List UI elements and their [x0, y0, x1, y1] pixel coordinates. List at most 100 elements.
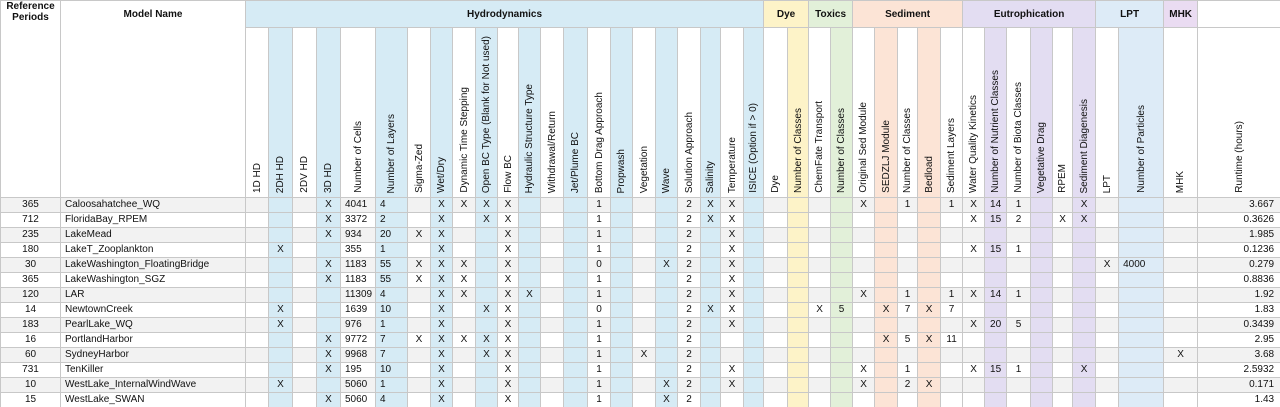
cell — [874, 227, 899, 243]
cell: X — [316, 392, 341, 407]
cell: LAR — [60, 287, 246, 303]
cell — [245, 317, 269, 333]
cell — [563, 347, 588, 363]
cell: X — [962, 362, 986, 378]
cell: LakeWashington_FloatingBridge — [60, 257, 246, 273]
column-label: Bedload — [923, 156, 935, 193]
cell — [1163, 377, 1199, 393]
cell — [830, 392, 854, 407]
cell — [787, 302, 810, 318]
cell — [1072, 272, 1097, 288]
cell: X — [720, 317, 744, 333]
cell: Caloosahatchee_WQ — [60, 197, 246, 213]
cell — [1118, 197, 1165, 213]
column-header: Wave — [655, 27, 678, 198]
cell: 1 — [587, 347, 611, 363]
cell: 1 — [587, 287, 611, 303]
cell — [518, 377, 541, 393]
cell: X — [497, 317, 519, 333]
cell — [610, 377, 633, 393]
cell: 2 — [677, 317, 701, 333]
column-label: Temperature — [726, 136, 738, 193]
cell — [632, 272, 656, 288]
cell — [808, 272, 832, 288]
column-header: Wet/Dry — [430, 27, 453, 198]
cell: X — [655, 392, 678, 407]
cell: 4000 — [1118, 257, 1165, 273]
cell — [632, 332, 656, 348]
cell — [475, 272, 498, 288]
column-header: 2DV HD — [292, 27, 317, 198]
table-row: 10 WestLake_InternalWindWave X 5060 1 X X 1 X 2 X X… — [0, 377, 1280, 393]
cell: 15 — [984, 212, 1008, 228]
cell: X — [430, 317, 453, 333]
cell — [700, 332, 721, 348]
column-label: MHK — [1175, 170, 1187, 193]
cell: 1 — [1006, 242, 1032, 258]
cell — [245, 377, 269, 393]
cell — [655, 227, 678, 243]
cell — [1072, 287, 1097, 303]
cell: 1183 — [340, 257, 376, 273]
cell — [830, 347, 854, 363]
cell — [984, 272, 1008, 288]
cell: X — [268, 302, 293, 318]
cell — [610, 257, 633, 273]
cell — [787, 332, 810, 348]
cell: 195 — [340, 362, 376, 378]
cell — [763, 377, 789, 393]
cell — [245, 392, 269, 407]
cell — [808, 317, 832, 333]
column-label: Withdrawal/Return — [546, 110, 558, 193]
cell: X — [720, 212, 744, 228]
cell: 1 — [587, 317, 611, 333]
cell: 2 — [677, 212, 701, 228]
cell: X — [497, 197, 519, 213]
cell: X — [268, 377, 293, 393]
column-label: Jet/Plume BC — [570, 131, 581, 193]
cell — [655, 242, 678, 258]
cell — [742, 257, 765, 273]
cell: X — [430, 332, 453, 348]
cell — [563, 377, 588, 393]
cell — [540, 347, 564, 363]
column-label: Dye — [770, 175, 782, 193]
cell — [1163, 227, 1199, 243]
cell: 2.5932 — [1197, 362, 1280, 378]
cell: X — [316, 257, 341, 273]
cell: X — [430, 197, 453, 213]
cell — [1030, 197, 1054, 213]
cell — [407, 377, 431, 393]
column-header: ChemFate Transport — [808, 27, 832, 198]
cell — [1163, 257, 1199, 273]
cell: 1.43 — [1197, 392, 1280, 407]
column-label: ChemFate Transport — [814, 101, 826, 193]
cell — [720, 392, 744, 407]
cell — [1072, 227, 1097, 243]
cell — [563, 317, 588, 333]
cell: 10 — [375, 302, 408, 318]
cell — [962, 302, 986, 318]
cell — [563, 227, 588, 243]
cell: 235 — [0, 227, 61, 243]
cell — [1030, 362, 1054, 378]
cell — [808, 242, 832, 258]
cell — [632, 302, 656, 318]
cell — [1030, 347, 1054, 363]
cell — [763, 287, 789, 303]
cell — [1095, 347, 1120, 363]
cell — [245, 287, 269, 303]
cell — [475, 227, 498, 243]
cell — [632, 242, 656, 258]
cell — [540, 377, 564, 393]
cell: 14 — [984, 287, 1008, 303]
cell: 1 — [1006, 362, 1032, 378]
cell: PearlLake_WQ — [60, 317, 246, 333]
cell — [1072, 392, 1097, 407]
column-label: Salinity — [705, 160, 716, 193]
column-header: Flow BC — [497, 27, 519, 198]
cell: X — [655, 257, 678, 273]
cell — [1163, 212, 1199, 228]
cell: 9772 — [340, 332, 376, 348]
cell — [763, 257, 789, 273]
